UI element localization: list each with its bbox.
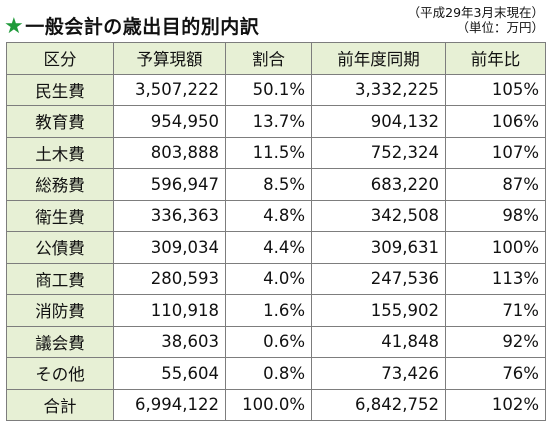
table-row: 消防費 110,918 1.6% 155,902 71% — [6, 294, 546, 327]
ratio-cell: 13.7% — [225, 105, 312, 138]
budget-cell: 6,994,122 — [113, 388, 226, 421]
ratio-cell: 8.5% — [225, 168, 312, 201]
budget-cell: 336,363 — [113, 199, 226, 232]
page-title: ★一般会計の歳出目的別内訳 — [4, 12, 259, 39]
table-row: その他 55,604 0.8% 73,426 76% — [6, 357, 546, 390]
budget-cell: 38,603 — [113, 325, 226, 358]
yoy-cell: 92% — [445, 325, 546, 358]
column-header: 前年度同期 — [311, 42, 446, 75]
category-cell: 衛生費 — [6, 199, 114, 232]
header: ★一般会計の歳出目的別内訳 （平成29年3月末現在） （単位：万円） — [0, 0, 550, 42]
yoy-cell: 87% — [445, 168, 546, 201]
table-row: 教育費 954,950 13.7% 904,132 106% — [6, 105, 546, 138]
total-row: 合計 6,994,122 100.0% 6,842,752 102% — [6, 388, 546, 421]
budget-cell: 3,507,222 — [113, 73, 226, 106]
prev-year-cell: 41,848 — [311, 325, 446, 358]
prev-year-cell: 6,842,752 — [311, 388, 446, 421]
column-header: 区分 — [6, 42, 114, 75]
budget-cell: 110,918 — [113, 294, 226, 327]
unit-note: （単位：万円） — [456, 20, 544, 35]
prev-year-cell: 752,324 — [311, 136, 446, 169]
title-text: 一般会計の歳出目的別内訳 — [25, 16, 260, 38]
ratio-cell: 4.0% — [225, 262, 312, 295]
yoy-cell: 113% — [445, 262, 546, 295]
prev-year-cell: 3,332,225 — [311, 73, 446, 106]
ratio-cell: 11.5% — [225, 136, 312, 169]
yoy-cell: 98% — [445, 199, 546, 232]
yoy-cell: 105% — [445, 73, 546, 106]
yoy-cell: 106% — [445, 105, 546, 138]
ratio-cell: 4.4% — [225, 231, 312, 264]
table-body: 民生費 3,507,222 50.1% 3,332,225 105% 教育費 954,950… — [6, 73, 546, 421]
expenditure-table: 区分 予算現額 割合 前年度同期 前年比 民生費 3,507,222 50.1% 3,… — [6, 42, 546, 421]
budget-cell: 954,950 — [113, 105, 226, 138]
category-cell: 民生費 — [6, 73, 114, 106]
column-header: 予算現額 — [113, 42, 226, 75]
ratio-cell: 0.6% — [225, 325, 312, 358]
ratio-cell: 4.8% — [225, 199, 312, 232]
prev-year-cell: 155,902 — [311, 294, 446, 327]
date-note: （平成29年3月末現在） — [407, 5, 544, 20]
prev-year-cell: 309,631 — [311, 231, 446, 264]
category-cell: 議会費 — [6, 325, 114, 358]
prev-year-cell: 247,536 — [311, 262, 446, 295]
prev-year-cell: 73,426 — [311, 357, 446, 390]
column-header: 割合 — [225, 42, 312, 75]
table-row: 商工費 280,593 4.0% 247,536 113% — [6, 262, 546, 295]
ratio-cell: 50.1% — [225, 73, 312, 106]
category-cell: 土木費 — [6, 136, 114, 169]
budget-cell: 55,604 — [113, 357, 226, 390]
ratio-cell: 100.0% — [225, 388, 312, 421]
category-cell: 消防費 — [6, 294, 114, 327]
table-row: 土木費 803,888 11.5% 752,324 107% — [6, 136, 546, 169]
star-icon: ★ — [4, 14, 25, 39]
budget-cell: 803,888 — [113, 136, 226, 169]
budget-cell: 280,593 — [113, 262, 226, 295]
table-row: 民生費 3,507,222 50.1% 3,332,225 105% — [6, 73, 546, 106]
category-cell: その他 — [6, 357, 114, 390]
ratio-cell: 1.6% — [225, 294, 312, 327]
yoy-cell: 107% — [445, 136, 546, 169]
category-cell: 合計 — [6, 388, 114, 421]
table-header-row: 区分 予算現額 割合 前年度同期 前年比 — [6, 42, 546, 75]
category-cell: 教育費 — [6, 105, 114, 138]
budget-cell: 596,947 — [113, 168, 226, 201]
category-cell: 商工費 — [6, 262, 114, 295]
prev-year-cell: 342,508 — [311, 199, 446, 232]
yoy-cell: 102% — [445, 388, 546, 421]
yoy-cell: 71% — [445, 294, 546, 327]
category-cell: 公債費 — [6, 231, 114, 264]
category-cell: 総務費 — [6, 168, 114, 201]
budget-cell: 309,034 — [113, 231, 226, 264]
table-row: 公債費 309,034 4.4% 309,631 100% — [6, 231, 546, 264]
yoy-cell: 100% — [445, 231, 546, 264]
prev-year-cell: 683,220 — [311, 168, 446, 201]
table-row: 総務費 596,947 8.5% 683,220 87% — [6, 168, 546, 201]
column-header: 前年比 — [445, 42, 546, 75]
table-row: 議会費 38,603 0.6% 41,848 92% — [6, 325, 546, 358]
yoy-cell: 76% — [445, 357, 546, 390]
table-row: 衛生費 336,363 4.8% 342,508 98% — [6, 199, 546, 232]
ratio-cell: 0.8% — [225, 357, 312, 390]
prev-year-cell: 904,132 — [311, 105, 446, 138]
